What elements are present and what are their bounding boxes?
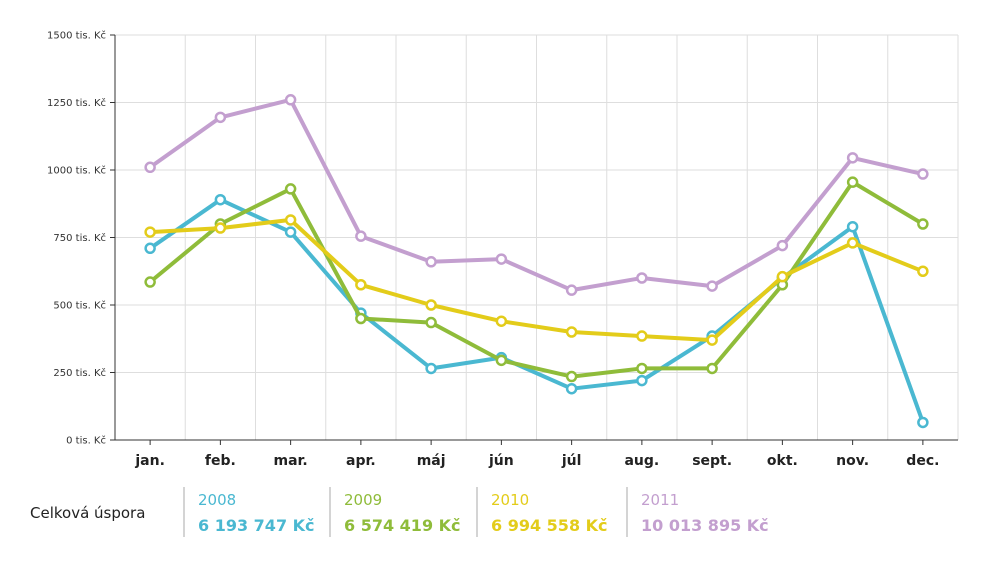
data-point-2008 [425,362,437,375]
data-point-2008 [214,193,227,206]
legend-year-2009: 2009 [344,491,382,509]
x-tick-label: mar. [273,453,307,469]
x-tick-label: apr. [346,453,376,469]
y-tick-label: 500 tis. Kč [53,300,106,312]
data-point-2010 [565,326,578,338]
x-tick-label: jan. [134,453,165,469]
x-tick-label: máj [417,453,446,469]
data-point-2011 [636,272,648,284]
data-point-2009 [917,218,929,230]
data-point-2011 [565,284,578,296]
series-2009 [144,176,929,383]
data-point-2008 [144,242,156,255]
data-point-2010 [355,279,367,291]
data-point-2009 [144,276,156,288]
legend-total-2009: 6 574 419 Kč [344,516,461,535]
data-point-2010 [917,265,929,277]
x-tick-label: júl [561,453,582,469]
series-line-2009 [148,180,925,379]
x-tick-label: feb. [205,453,236,469]
data-point-2010 [706,334,718,346]
data-point-2010 [284,214,297,226]
x-tick-label: sept. [692,453,732,469]
series-line-2011 [148,97,925,293]
data-point-2008 [917,416,929,429]
data-point-2009 [636,362,648,375]
data-point-2008 [565,382,578,395]
y-tick-label: 1000 tis. Kč [47,165,106,177]
y-tick-label: 1500 tis. Kč [47,30,106,42]
data-point-2008 [636,374,648,387]
x-tick-label: aug. [624,453,659,469]
data-point-2008 [846,220,859,233]
data-point-2011 [425,256,437,268]
x-tick-label: jún [488,453,514,469]
data-point-2009 [495,354,508,367]
data-point-2009 [565,370,578,383]
data-point-2009 [425,316,437,329]
legend-total-2010: 6 994 558 Kč [491,516,608,535]
legend-year-2010: 2010 [491,491,529,509]
data-point-2010 [846,237,859,249]
y-tick-label: 0 tis. Kč [66,435,106,447]
data-point-2010 [425,299,437,311]
legend-total-2011: 10 013 895 Kč [641,516,769,535]
data-point-2009 [706,362,718,375]
data-point-2011 [846,152,859,164]
data-point-2010 [776,270,789,283]
data-point-2008 [284,226,297,238]
data-point-2010 [144,226,156,238]
legend-title: Celková úspora [30,504,145,522]
data-point-2010 [636,330,648,342]
y-tick-label: 1250 tis. Kč [47,97,106,109]
data-point-2009 [846,176,859,188]
data-point-2011 [495,253,508,265]
x-tick-label: nov. [836,453,869,469]
data-point-2011 [355,230,367,242]
y-axis-labels: 0 tis. Kč 250 tis. Kč 500 tis. Kč 750 tis. … [47,30,106,447]
series-2011 [144,94,929,296]
data-point-2011 [706,280,718,292]
data-point-2010 [214,222,227,234]
legend-year-2008: 2008 [198,491,236,509]
data-point-2011 [917,168,929,180]
data-point-2009 [284,183,297,195]
series-group [144,94,929,429]
data-point-2011 [284,94,297,106]
x-tick-label: dec. [906,453,939,469]
y-tick-label: 250 tis. Kč [53,367,106,379]
x-tick-label: okt. [767,453,798,469]
data-point-2011 [144,161,156,174]
data-point-2010 [495,315,508,327]
legend: Celková úspora 2008 6 193 747 Kč 2009 6 … [30,487,769,537]
series-line-2010 [148,217,925,343]
grid [115,34,959,441]
legend-year-2011: 2011 [641,491,679,509]
axes [110,34,958,445]
legend-total-2008: 6 193 747 Kč [198,516,315,535]
series-2010 [144,214,929,346]
data-point-2011 [214,111,227,124]
y-tick-label: 750 tis. Kč [53,232,106,244]
data-point-2011 [776,239,789,252]
data-point-2009 [355,312,367,325]
x-axis-labels: jan. feb. mar. apr. máj jún júl aug. sept. okt. no… [134,453,939,469]
